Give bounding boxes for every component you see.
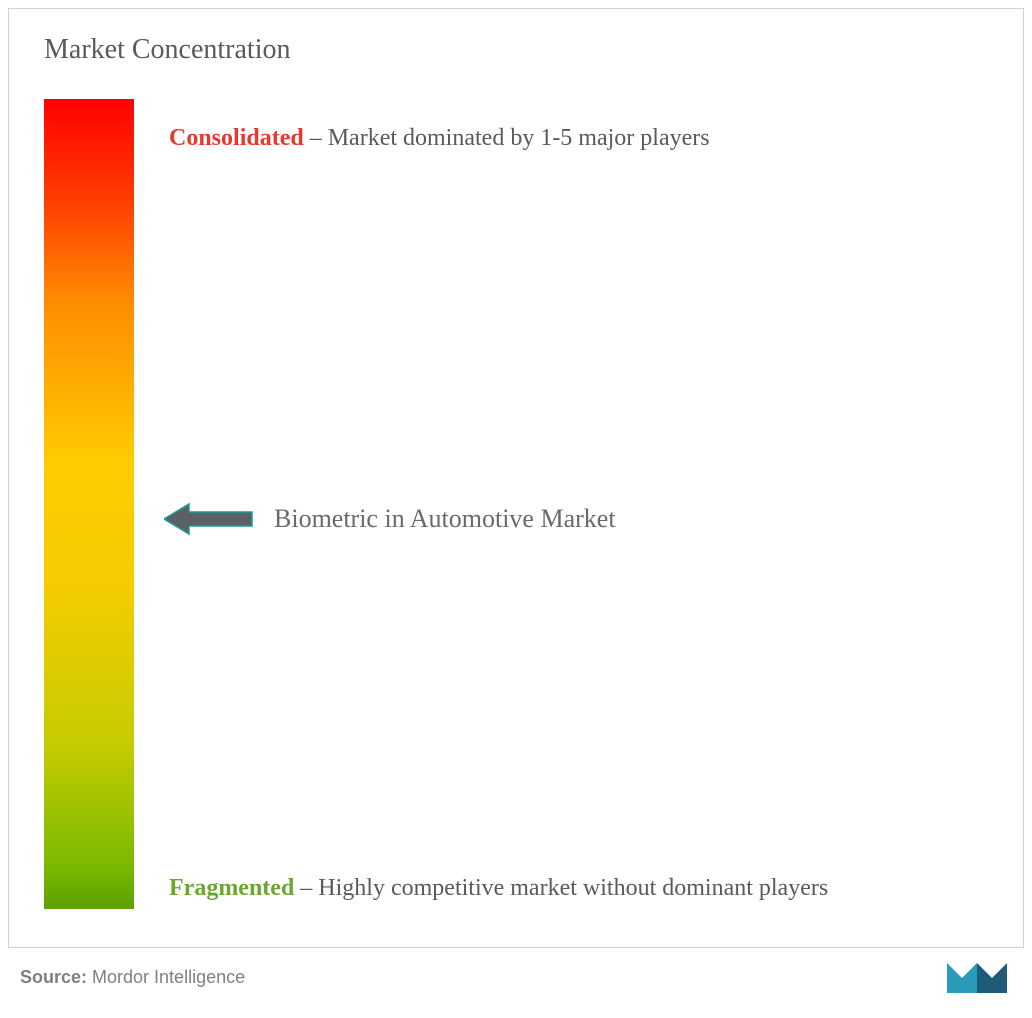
source-text: Mordor Intelligence [87, 967, 245, 987]
consolidated-highlight: Consolidated [169, 125, 304, 151]
consolidated-label: Consolidated – Market dominated by 1-5 m… [169, 119, 993, 157]
chart-container: Market Concentration Consolidated – Mark… [8, 8, 1024, 948]
mordor-logo-icon [942, 953, 1012, 998]
source-attribution: Source: Mordor Intelligence [20, 967, 245, 988]
arrow-left-icon [164, 499, 254, 539]
market-position-indicator: Biometric in Automotive Market [164, 499, 993, 539]
market-name-label: Biometric in Automotive Market [274, 504, 616, 534]
consolidated-description: – Market dominated by 1-5 major players [304, 125, 710, 151]
concentration-gradient-bar [44, 99, 134, 909]
source-label: Source: [20, 967, 87, 987]
fragmented-description: – Highly competitive market without domi… [294, 875, 828, 901]
fragmented-label: Fragmented – Highly competitive market w… [169, 869, 993, 907]
chart-title: Market Concentration [9, 9, 1023, 66]
fragmented-highlight: Fragmented [169, 875, 294, 901]
